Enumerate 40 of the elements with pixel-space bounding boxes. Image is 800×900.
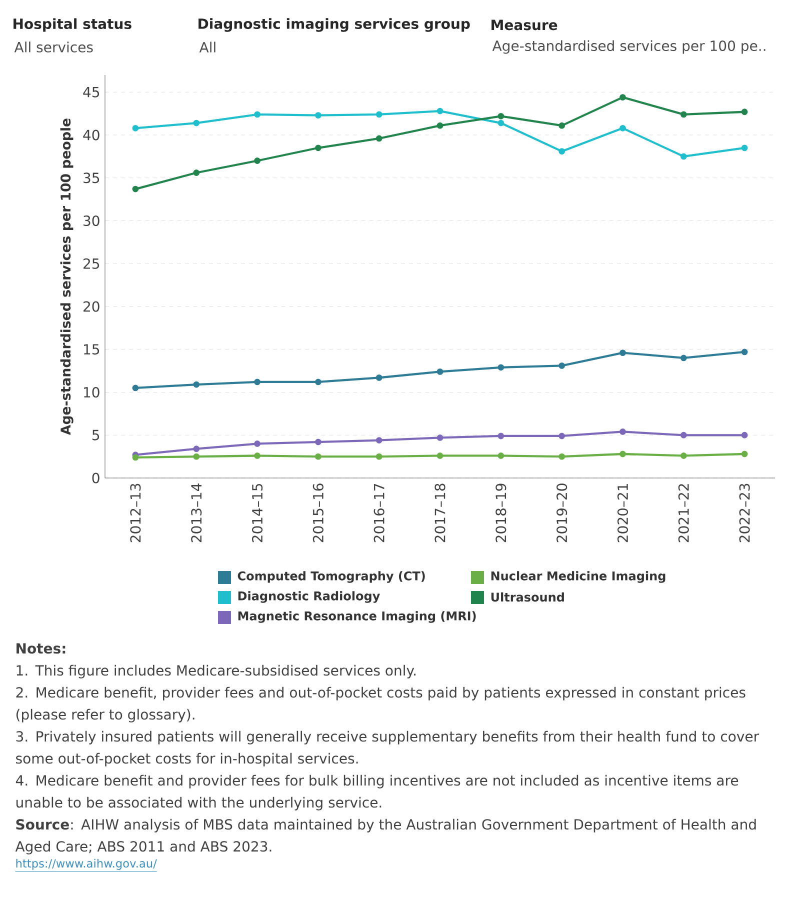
y-tick-label: 45 <box>83 86 100 98</box>
y-axis-title: Age-standardised services per 100 people <box>60 118 74 436</box>
text: 3. Privately insured patients will generally receive supplementary benefits from their health fund to cover some out-of-pocket costs for in-hospital services. <box>16 730 760 766</box>
x-tick-label: 2015–16 <box>312 484 324 542</box>
x-tick-label: 2014–15 <box>252 484 263 542</box>
x-tick-label: 2020–21 <box>617 484 628 542</box>
text: All <box>199 42 216 52</box>
text: 2. Medicare benefit, provider fees and out-of-pocket costs paid by patients expressed in constant prices (please refer to glossary). <box>16 686 746 722</box>
text: Diagnostic imaging services group <box>198 18 470 32</box>
text: Notes: <box>16 643 66 654</box>
legend-label: Nuclear Medicine Imaging <box>491 571 666 583</box>
y-tick-label: 0 <box>92 472 100 484</box>
x-tick-label: 2022–23 <box>739 484 750 542</box>
text: Measure <box>492 20 558 30</box>
y-tick-label: 30 <box>84 215 100 226</box>
x-tick-label: 2016–17 <box>374 484 384 542</box>
legend-label: Magnetic Resonance Imaging (MRI) <box>238 611 476 623</box>
y-tick-label: 5 <box>92 430 100 440</box>
text: 4. Medicare benefit and provider fees for bulk billing incentives are not included as incentive items are unable to be associated with the underlying service. <box>16 774 738 810</box>
legend-label: Diagnostic Radiology <box>238 591 380 603</box>
text: https://www.aihw.gov.au/ <box>16 858 157 870</box>
y-tick-label: 20 <box>84 301 100 312</box>
y-tick-label: 40 <box>83 130 100 140</box>
text: All services <box>14 42 93 52</box>
x-tick-label: 2017–18 <box>434 484 446 542</box>
text: 1. This figure includes Medicare-subsidised services only. <box>16 664 416 678</box>
y-tick-label: 15 <box>84 344 100 355</box>
legend-label: Computed Tomography (CT) <box>238 571 425 583</box>
text: Source: AIHW analysis of MBS data maintained by the Australian Government Department of Health and Aged Care; ABS 2011 and ABS 2023. <box>15 818 756 854</box>
x-tick-label: 2019–20 <box>556 484 568 542</box>
legend-label: Ultrasound <box>491 592 564 602</box>
y-tick-label: 35 <box>84 172 100 184</box>
x-tick-label: 2018–19 <box>496 484 506 542</box>
text: Age-standardised services per 100 pe.. <box>492 40 766 54</box>
x-tick-label: 2021–22 <box>678 484 689 542</box>
y-tick-label: 10 <box>84 386 100 398</box>
text: Hospital status <box>14 18 132 32</box>
y-tick-label: 25 <box>84 258 100 269</box>
x-tick-label: 2013–14 <box>191 484 202 542</box>
x-tick-label: 2012–13 <box>130 484 141 542</box>
